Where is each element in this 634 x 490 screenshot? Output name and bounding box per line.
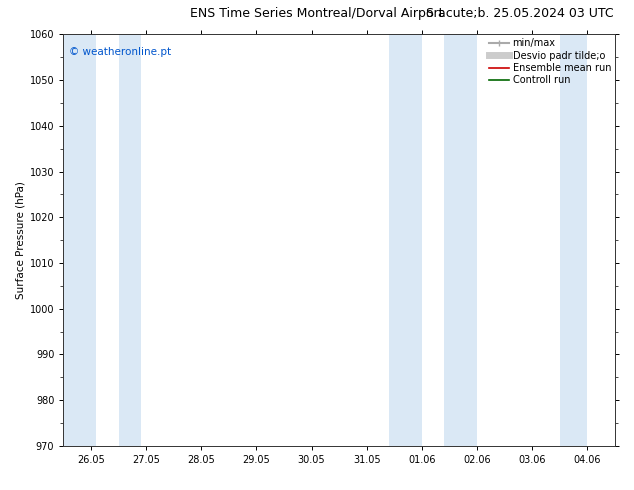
Text: ENS Time Series Montreal/Dorval Airport: ENS Time Series Montreal/Dorval Airport: [190, 7, 444, 21]
Y-axis label: Surface Pressure (hPa): Surface Pressure (hPa): [16, 181, 25, 299]
Bar: [560, 34, 588, 446]
Text: S acute;b. 25.05.2024 03 UTC: S acute;b. 25.05.2024 03 UTC: [426, 7, 614, 21]
Bar: [389, 34, 422, 446]
Bar: [444, 34, 477, 446]
Text: © weatheronline.pt: © weatheronline.pt: [69, 47, 171, 57]
Legend: min/max, Desvio padr tilde;o, Ensemble mean run, Controll run: min/max, Desvio padr tilde;o, Ensemble m…: [488, 36, 613, 87]
Bar: [119, 34, 141, 446]
Bar: [63, 34, 96, 446]
